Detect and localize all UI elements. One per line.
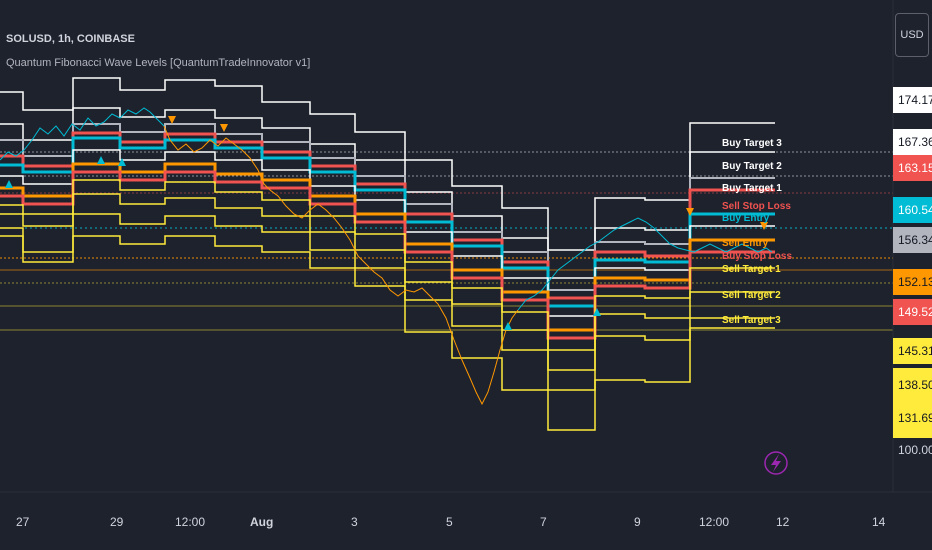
yellow-level-2: [0, 193, 775, 371]
price-tag: 174.17: [898, 93, 932, 107]
price-tag-bg: [893, 155, 932, 181]
price-tag-bg: [893, 129, 932, 155]
time-label: 9: [634, 515, 641, 529]
time-label: 14: [872, 515, 886, 529]
indicator-title[interactable]: Quantum Fibonacci Wave Levels [QuantumTr…: [6, 57, 311, 69]
price-tag-bg: [893, 338, 932, 364]
time-label: 27: [16, 515, 30, 529]
time-label: 7: [540, 515, 547, 529]
time-label: 12: [776, 515, 790, 529]
price-tag-bg: [893, 269, 932, 295]
price-tag: 149.52: [898, 305, 932, 319]
lightning-bolt-icon[interactable]: [764, 451, 788, 475]
stepped-levels: [0, 77, 775, 431]
price-tags: 174.17 167.36 163.15 160.54 156.34 152.13 149.…: [893, 87, 932, 438]
yellow-level-3: [0, 213, 775, 391]
white-level-mid: [0, 149, 775, 317]
price-tag-bg: [893, 368, 932, 402]
buy-target-2-label: Buy Target 2: [722, 161, 782, 172]
price-tag: 138.50: [898, 378, 932, 392]
price-tag: 167.36: [898, 135, 932, 149]
price-tag: 131.69: [898, 411, 932, 425]
price-tag: 145.31: [898, 344, 932, 358]
sell-target-1-label: Sell Target 1: [722, 264, 781, 275]
symbol-title[interactable]: SOLUSD, 1h, COINBASE: [6, 33, 135, 45]
time-label: 5: [446, 515, 453, 529]
white-level-top: [0, 77, 775, 251]
price-tag: 156.34: [898, 233, 932, 247]
currency-button[interactable]: USD: [895, 13, 929, 57]
buy-target-1-label: Buy Target 1: [722, 183, 782, 194]
sell-stop-loss-label: Sell Stop Loss: [722, 201, 791, 212]
time-label: Aug: [250, 515, 273, 529]
sell-target-3-label: Sell Target 3: [722, 315, 781, 326]
red-level-2: [0, 170, 775, 340]
time-label: 29: [110, 515, 124, 529]
price-tag-bg: [893, 197, 932, 223]
buy-stop-loss-label: Buy Stop Loss: [722, 251, 792, 262]
price-tag-bg: [893, 299, 932, 325]
target-labels: Buy Target 3 Buy Target 2 Buy Target 1 S…: [722, 138, 792, 326]
time-label: 12:00: [699, 515, 729, 529]
price-tag-bg: [893, 398, 932, 438]
sell-target-2-label: Sell Target 2: [722, 290, 781, 301]
buy-entry-label: Buy Entry: [722, 213, 770, 224]
buy-target-3-label: Buy Target 3: [722, 138, 782, 149]
yellow-level-1: [0, 179, 775, 351]
price-tag: 160.54: [898, 203, 932, 217]
price-tag-bg: [893, 87, 932, 113]
yellow-level-bottom: [0, 235, 775, 431]
price-tag: 152.13: [898, 275, 932, 289]
white-level-2: [0, 107, 775, 279]
faded-price-label: 100.00: [898, 443, 932, 457]
price-tag: 163.15: [898, 161, 932, 175]
time-label: 3: [351, 515, 358, 529]
price-series: [0, 107, 773, 406]
price-tag-bg: [893, 227, 932, 253]
sell-entry-label: Sell Entry: [722, 238, 769, 249]
gray-level: [0, 123, 775, 291]
level-lines: [0, 151, 893, 331]
time-label: 12:00: [175, 515, 205, 529]
time-axis[interactable]: 27 29 12:00 Aug 3 5 7 9 12:00 12 14: [0, 491, 932, 529]
signal-markers: [5, 116, 768, 330]
